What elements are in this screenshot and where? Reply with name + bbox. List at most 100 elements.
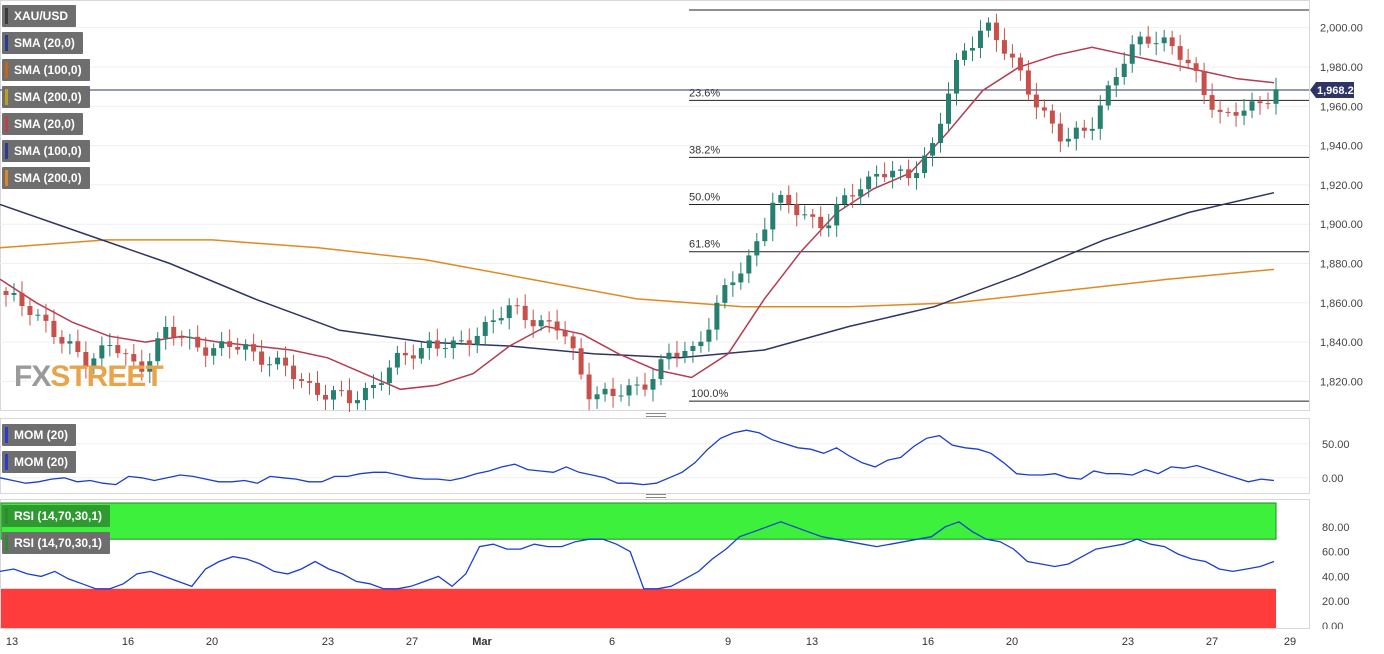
- candle[interactable]: [1241, 98, 1247, 126]
- candle[interactable]: [610, 377, 616, 408]
- candle[interactable]: [410, 344, 416, 370]
- candle[interactable]: [51, 309, 57, 345]
- main-legend-4[interactable]: SMA (20,0): [2, 113, 83, 135]
- candle[interactable]: [315, 371, 321, 401]
- candle[interactable]: [746, 249, 752, 284]
- candle[interactable]: [946, 82, 952, 131]
- candle[interactable]: [690, 341, 696, 363]
- candle[interactable]: [490, 309, 496, 334]
- candle[interactable]: [227, 329, 233, 359]
- candle[interactable]: [1121, 51, 1127, 85]
- candle[interactable]: [83, 341, 89, 379]
- candle[interactable]: [211, 343, 217, 365]
- candle[interactable]: [954, 53, 960, 106]
- candle[interactable]: [993, 13, 999, 52]
- candle[interactable]: [1129, 35, 1135, 73]
- candle[interactable]: [1097, 95, 1103, 140]
- candle[interactable]: [586, 362, 592, 411]
- candle[interactable]: [267, 356, 273, 377]
- candle[interactable]: [283, 346, 289, 377]
- rsi-chart[interactable]: 0.00 20.00 40.00 60.00 80.00: [0, 499, 1384, 633]
- candle[interactable]: [898, 165, 904, 181]
- candle[interactable]: [778, 190, 784, 211]
- candle[interactable]: [826, 214, 832, 237]
- candle[interactable]: [322, 384, 328, 411]
- candle[interactable]: [985, 17, 991, 38]
- candle[interactable]: [1217, 99, 1223, 124]
- candle[interactable]: [1049, 104, 1055, 134]
- candle[interactable]: [762, 217, 768, 247]
- rsi-panel[interactable]: 0.00 20.00 40.00 60.00 80.00 RSI (14,70,30,1…: [0, 499, 1384, 633]
- candle[interactable]: [291, 354, 297, 389]
- candle[interactable]: [1257, 95, 1263, 115]
- candle[interactable]: [362, 382, 368, 411]
- candle[interactable]: [434, 328, 440, 357]
- candle[interactable]: [1161, 29, 1167, 52]
- candle[interactable]: [99, 336, 105, 368]
- candle[interactable]: [354, 391, 360, 410]
- candle[interactable]: [450, 336, 456, 360]
- candle[interactable]: [498, 306, 504, 325]
- candle[interactable]: [882, 162, 888, 182]
- candle[interactable]: [394, 345, 400, 375]
- candle[interactable]: [722, 278, 728, 309]
- candle[interactable]: [107, 333, 113, 357]
- mom-legend-1[interactable]: MOM (20): [2, 451, 76, 473]
- rsi-legend-1[interactable]: RSI (14,70,30,1): [2, 532, 111, 554]
- candle[interactable]: [922, 147, 928, 179]
- candle[interactable]: [330, 385, 336, 410]
- candle[interactable]: [91, 353, 97, 375]
- candle[interactable]: [1185, 48, 1191, 68]
- momentum-chart[interactable]: 0.00 50.00: [0, 418, 1384, 494]
- candle[interactable]: [203, 337, 209, 367]
- candle[interactable]: [43, 303, 49, 333]
- candle[interactable]: [602, 382, 608, 402]
- candle[interactable]: [442, 338, 448, 358]
- candle[interactable]: [514, 297, 520, 315]
- candle[interactable]: [386, 360, 392, 395]
- candle[interactable]: [370, 374, 376, 399]
- candle[interactable]: [754, 233, 760, 267]
- momentum-panel[interactable]: 0.00 50.00 MOM (20) MOM (20): [0, 418, 1384, 494]
- main-legend-1[interactable]: SMA (20,0): [2, 32, 83, 54]
- candle[interactable]: [1153, 31, 1159, 56]
- candle[interactable]: [482, 316, 488, 345]
- candle[interactable]: [1225, 107, 1231, 117]
- candle[interactable]: [1201, 62, 1207, 104]
- candle[interactable]: [842, 188, 848, 209]
- candle[interactable]: [418, 342, 424, 364]
- candle[interactable]: [139, 349, 145, 381]
- candle[interactable]: [346, 378, 352, 415]
- candle[interactable]: [1113, 67, 1119, 98]
- candle[interactable]: [546, 311, 552, 333]
- candle[interactable]: [522, 294, 528, 329]
- candle[interactable]: [802, 205, 808, 220]
- candle[interactable]: [930, 137, 936, 167]
- main-legend-3[interactable]: SMA (200,0): [2, 86, 90, 108]
- candle[interactable]: [594, 386, 600, 409]
- candle[interactable]: [1001, 28, 1007, 61]
- resize-handle-1[interactable]: [646, 412, 666, 418]
- candle[interactable]: [969, 36, 975, 62]
- candle[interactable]: [1081, 119, 1087, 139]
- candle[interactable]: [171, 315, 177, 346]
- price-panel[interactable]: 23.6% 38.2% 50.0% 61.8% 100.0% 1,820.00 1,840…: [0, 0, 1384, 415]
- candle[interactable]: [1033, 82, 1039, 120]
- candle[interactable]: [27, 297, 33, 326]
- candle[interactable]: [570, 331, 576, 360]
- candle[interactable]: [530, 309, 536, 338]
- candle[interactable]: [338, 380, 344, 397]
- candle[interactable]: [666, 343, 672, 370]
- candle[interactable]: [402, 341, 408, 365]
- candle[interactable]: [1089, 117, 1095, 141]
- candle[interactable]: [1145, 26, 1151, 48]
- candle[interactable]: [155, 332, 161, 366]
- candle[interactable]: [890, 161, 896, 189]
- candle[interactable]: [1017, 53, 1023, 81]
- candle[interactable]: [961, 43, 967, 66]
- main-legend-2[interactable]: SMA (100,0): [2, 59, 90, 81]
- candle[interactable]: [219, 332, 225, 357]
- candle[interactable]: [1169, 30, 1175, 55]
- candle[interactable]: [187, 329, 193, 350]
- candle[interactable]: [123, 348, 129, 366]
